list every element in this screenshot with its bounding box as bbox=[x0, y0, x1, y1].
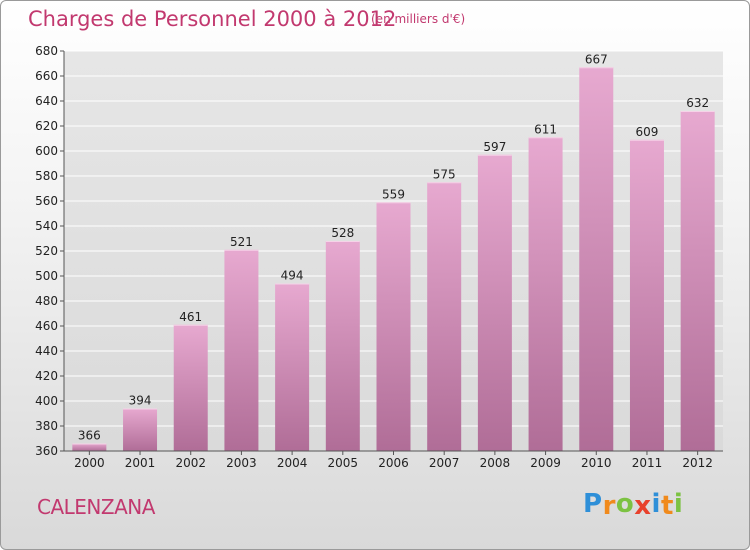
data-label: 494 bbox=[281, 269, 304, 283]
proxiti-logo: Proxiti bbox=[583, 489, 684, 521]
x-tick-label: 2012 bbox=[682, 456, 713, 470]
x-tick-label: 2010 bbox=[581, 456, 612, 470]
bar bbox=[224, 249, 259, 451]
logo-letter: i bbox=[651, 489, 661, 519]
chart-title: Charges de Personnel 2000 à 2012 bbox=[28, 7, 397, 31]
data-label: 461 bbox=[179, 310, 202, 324]
logo-letter: r bbox=[602, 491, 616, 521]
x-tick-label: 2006 bbox=[378, 456, 409, 470]
x-tick-label: 2003 bbox=[226, 456, 257, 470]
bar bbox=[123, 408, 158, 451]
data-label: 609 bbox=[636, 125, 659, 139]
data-label: 394 bbox=[129, 394, 152, 408]
x-tick-label: 2002 bbox=[175, 456, 206, 470]
bar bbox=[376, 202, 411, 451]
logo-letter: P bbox=[583, 489, 603, 519]
x-tick-label: 2005 bbox=[328, 456, 359, 470]
y-tick-label: 480 bbox=[35, 294, 58, 308]
bar bbox=[680, 111, 715, 451]
data-label: 632 bbox=[686, 96, 709, 110]
x-tick-label: 2004 bbox=[277, 456, 308, 470]
data-label: 559 bbox=[382, 187, 405, 201]
y-tick-label: 660 bbox=[35, 69, 58, 83]
y-tick-label: 560 bbox=[35, 194, 58, 208]
x-tick-label: 2007 bbox=[429, 456, 460, 470]
y-tick-label: 640 bbox=[35, 94, 58, 108]
logo-letter: i bbox=[673, 489, 684, 519]
x-tick-label: 2008 bbox=[480, 456, 511, 470]
y-tick-label: 420 bbox=[35, 369, 58, 383]
unit-note: (en milliers d'€) bbox=[371, 12, 466, 26]
data-label: 597 bbox=[483, 140, 506, 154]
bar bbox=[528, 137, 563, 451]
y-tick-label: 680 bbox=[35, 44, 58, 58]
y-tick-label: 400 bbox=[35, 394, 58, 408]
y-tick-label: 440 bbox=[35, 344, 58, 358]
y-tick-label: 540 bbox=[35, 219, 58, 233]
commune-name: CALENZANA bbox=[37, 495, 155, 519]
logo-letter: t bbox=[660, 491, 674, 521]
bar bbox=[325, 241, 360, 451]
logo-letter: o bbox=[615, 489, 635, 519]
y-tick-label: 500 bbox=[35, 269, 58, 283]
x-tick-label: 2000 bbox=[74, 456, 105, 470]
bar bbox=[72, 443, 107, 451]
data-label: 667 bbox=[585, 52, 608, 66]
y-tick-label: 360 bbox=[35, 444, 58, 458]
x-tick-label: 2011 bbox=[632, 456, 663, 470]
x-tick-label: 2009 bbox=[530, 456, 561, 470]
data-label: 521 bbox=[230, 235, 253, 249]
data-label: 611 bbox=[534, 122, 557, 136]
bar bbox=[579, 67, 614, 451]
bar bbox=[173, 324, 208, 451]
x-tick-label: 2001 bbox=[125, 456, 156, 470]
data-label: 528 bbox=[331, 226, 354, 240]
bar bbox=[477, 154, 512, 451]
y-tick-label: 380 bbox=[35, 419, 58, 433]
logo-letter: x bbox=[634, 491, 652, 521]
y-tick-label: 580 bbox=[35, 169, 58, 183]
y-tick-label: 460 bbox=[35, 319, 58, 333]
data-label: 575 bbox=[433, 167, 456, 181]
bar bbox=[275, 283, 310, 451]
y-tick-label: 620 bbox=[35, 119, 58, 133]
y-tick-label: 600 bbox=[35, 144, 58, 158]
bar bbox=[427, 182, 462, 451]
y-tick-label: 520 bbox=[35, 244, 58, 258]
data-label: 366 bbox=[78, 429, 101, 443]
bar bbox=[629, 139, 664, 451]
